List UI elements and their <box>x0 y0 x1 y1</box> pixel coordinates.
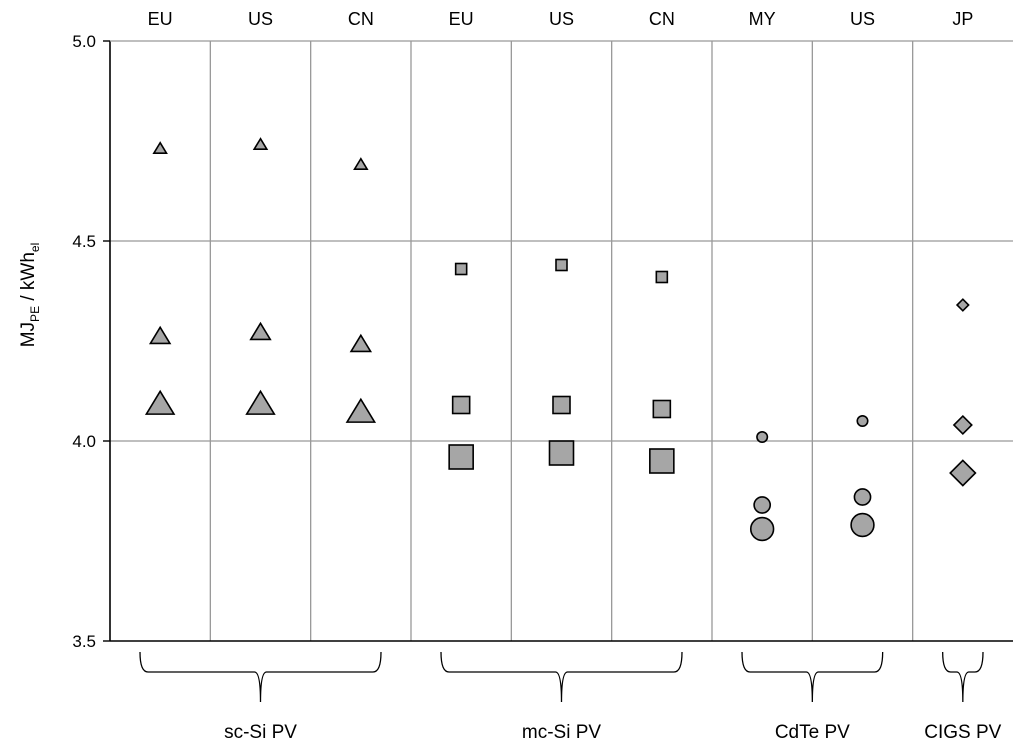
triangle-marker <box>148 325 172 345</box>
square-marker <box>555 258 568 272</box>
column-label: US <box>850 9 875 29</box>
group-label: CIGS PV <box>924 722 1001 743</box>
square-marker <box>454 262 468 276</box>
triangle-marker <box>249 321 272 341</box>
column-label: JP <box>952 9 973 29</box>
triangle-marker <box>245 389 276 415</box>
triangle-marker <box>252 137 269 150</box>
diamond-marker <box>955 298 970 312</box>
square-marker <box>448 444 474 470</box>
group-label: sc-Si PV <box>224 722 297 743</box>
circle-marker <box>756 430 769 444</box>
column-label: EU <box>449 9 474 29</box>
column-label: US <box>248 9 273 29</box>
triangle-marker <box>353 157 369 170</box>
column-label: CN <box>649 9 675 29</box>
column-label: MY <box>749 9 776 29</box>
y-tick-label: 3.5 <box>72 632 96 651</box>
diamond-marker <box>949 459 977 487</box>
labels: 3.5 4.0 4.5 5.0 EU US CN EU US CN MY US JP sc-Si PV mc… <box>72 9 1001 743</box>
group-label: mc-Si PV <box>522 722 602 743</box>
data-points <box>144 137 977 542</box>
y-tick-label: 5.0 <box>72 32 96 51</box>
square-marker <box>649 448 675 474</box>
square-marker <box>451 395 471 415</box>
group-label: CdTe PV <box>775 722 850 743</box>
y-tick-label: 4.5 <box>72 232 96 251</box>
group-brace <box>139 651 382 703</box>
grid-lines <box>110 41 1013 641</box>
group-brace <box>440 651 683 703</box>
y-tick-label: 4.0 <box>72 432 96 451</box>
group-brace <box>741 651 884 703</box>
y-axis-title: MJPE / kWhel <box>18 243 42 348</box>
circle-marker <box>856 414 869 428</box>
circle-marker <box>853 488 872 506</box>
square-marker <box>655 270 669 284</box>
column-label: US <box>549 9 574 29</box>
triangle-marker <box>144 389 176 415</box>
circle-marker <box>850 512 875 538</box>
triangle-marker <box>345 397 377 423</box>
column-label: EU <box>148 9 173 29</box>
axes <box>103 40 1013 703</box>
triangle-marker <box>152 141 168 154</box>
circle-marker <box>753 496 772 514</box>
group-brace <box>942 651 984 703</box>
square-marker <box>552 395 571 415</box>
circle-marker <box>749 516 775 542</box>
square-marker <box>548 440 575 466</box>
column-label: CN <box>348 9 374 29</box>
square-marker <box>652 399 672 419</box>
triangle-marker <box>349 333 373 353</box>
diamond-marker <box>952 414 973 436</box>
